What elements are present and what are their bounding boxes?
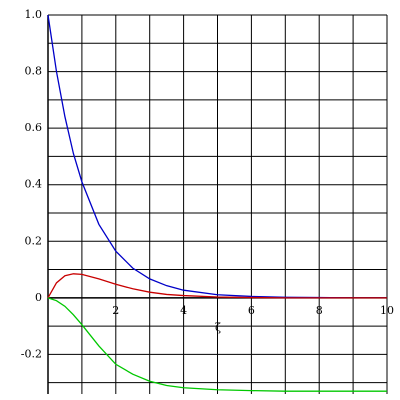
x-tick-label: 10 [380, 304, 394, 317]
x-tick-label: 4 [180, 304, 187, 317]
y-tick-label: 0.2 [25, 234, 43, 247]
y-tick-label: 0.8 [25, 65, 43, 78]
y-tick-label: -0.2 [21, 347, 42, 360]
y-tick-label: 0 [35, 291, 42, 304]
y-tick-label: 1.0 [25, 8, 43, 21]
x-axis-label: ζ [215, 321, 221, 334]
series-line [47, 273, 387, 299]
x-tick-label: 6 [248, 304, 255, 317]
x-tick-label: 2 [112, 304, 119, 317]
x-tick-label: 8 [316, 304, 323, 317]
y-tick-label: 0.4 [25, 178, 43, 191]
y-tick-label: 0.6 [25, 121, 43, 134]
series-line [47, 297, 387, 392]
